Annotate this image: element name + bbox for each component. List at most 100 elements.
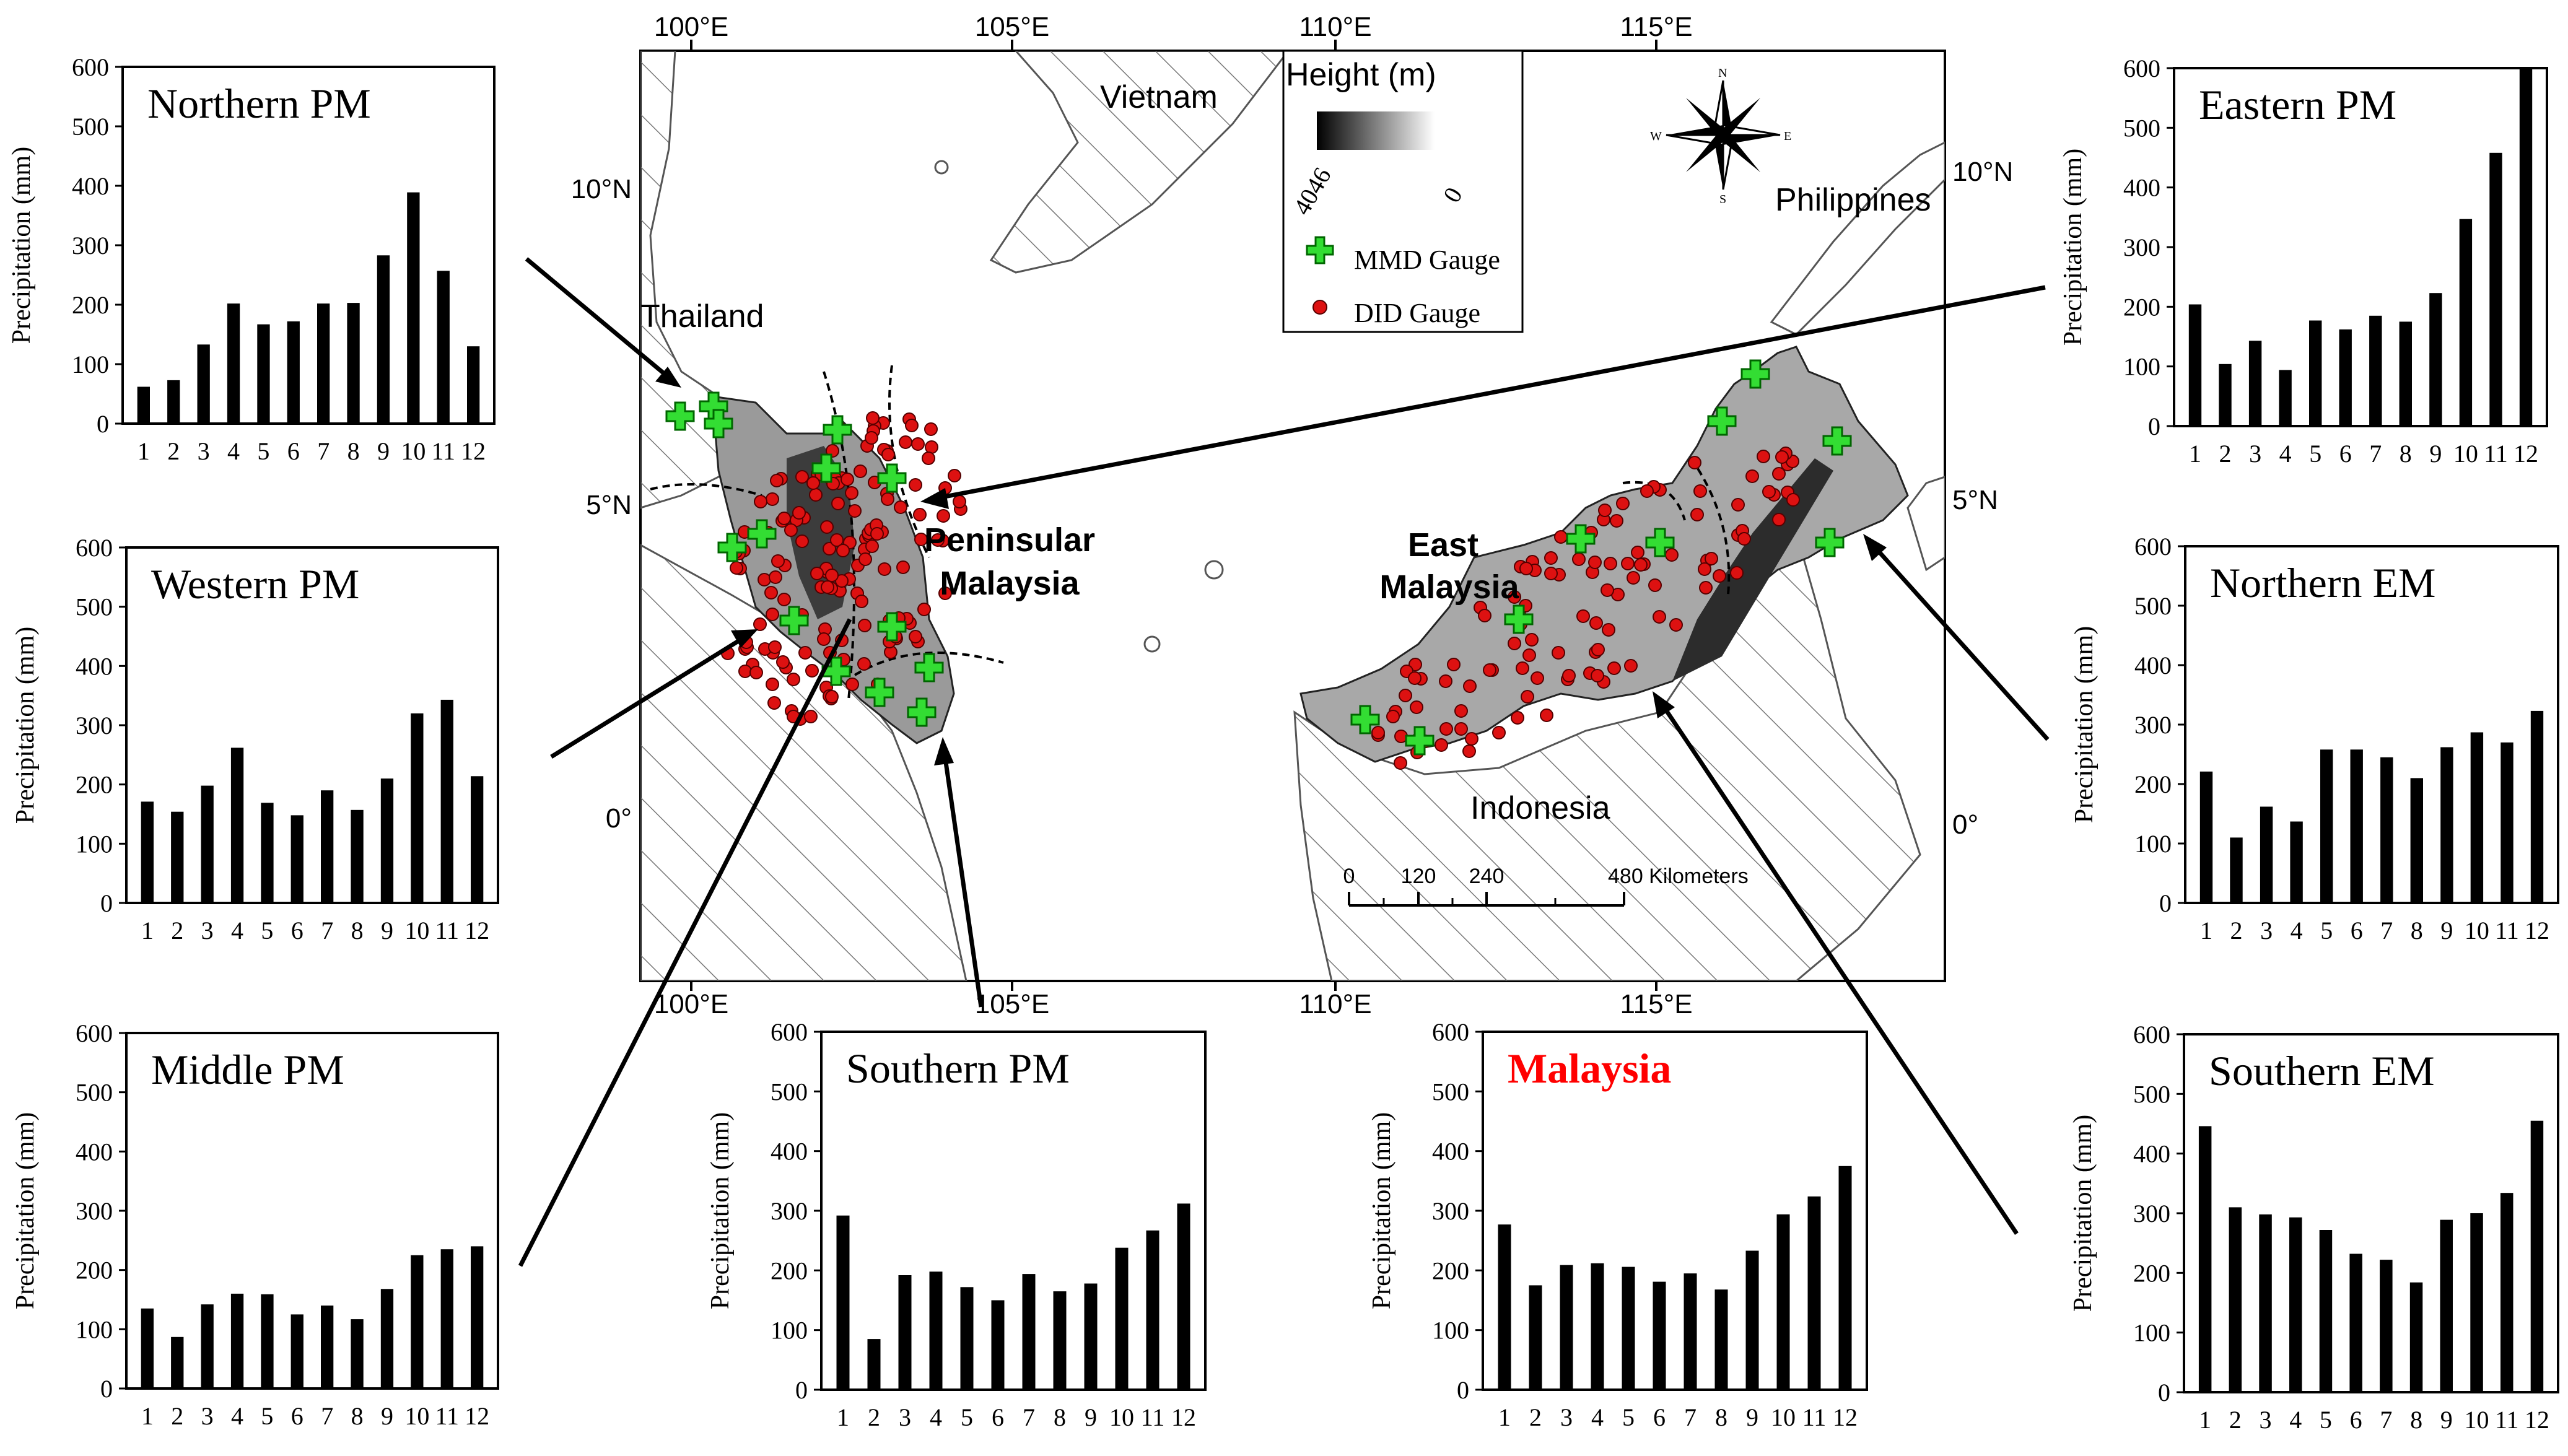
- mmd-gauge-marker: [1815, 528, 1845, 557]
- did-gauge-marker: [1525, 633, 1539, 647]
- bar: [201, 1304, 214, 1388]
- bar: [1084, 1283, 1098, 1390]
- y-tick-label: 600: [771, 1018, 808, 1046]
- bar: [171, 1336, 184, 1388]
- did-gauge-marker: [1540, 708, 1553, 722]
- y-tick-label: 200: [72, 291, 109, 319]
- did-gauge-marker: [1589, 616, 1603, 630]
- y-tick-label: 600: [72, 53, 109, 81]
- scale-bar: 0 120 240 480 Kilometers: [1343, 865, 1749, 907]
- arrow-western-pm: [550, 632, 751, 759]
- lat-label-left: 10°N: [571, 174, 632, 204]
- chart-title: Eastern PM: [2199, 81, 2396, 128]
- x-tick-label: 5: [2309, 440, 2321, 468]
- did-gauge-marker: [1601, 583, 1614, 597]
- bar: [2248, 341, 2262, 426]
- did-gauge-marker: [1439, 674, 1452, 688]
- did-gauge-marker: [823, 542, 836, 556]
- did-gauge-marker: [1588, 556, 1602, 569]
- y-tick-label: 0: [100, 889, 113, 917]
- y-tick-label: 600: [2123, 54, 2160, 82]
- bar: [2470, 1213, 2483, 1392]
- x-tick-label: 1: [837, 1403, 849, 1431]
- did-gauge-marker: [777, 512, 791, 525]
- bar: [1714, 1289, 1728, 1390]
- did-gauge-marker: [1544, 551, 1558, 565]
- did-legend-label: DID Gauge: [1354, 298, 1480, 328]
- y-tick-label: 300: [771, 1197, 808, 1225]
- mmd-gauge-marker: [914, 653, 944, 682]
- east-highland: [1672, 458, 1833, 681]
- bar: [2500, 1193, 2513, 1392]
- bar: [377, 255, 390, 424]
- x-tick-label: 9: [2429, 440, 2442, 468]
- x-tick-label: 8: [1715, 1403, 1727, 1431]
- lon-label-top: 105°E: [975, 12, 1049, 42]
- did-gauge-marker: [768, 640, 782, 654]
- y-tick-label: 500: [1432, 1078, 1469, 1105]
- bar: [1684, 1273, 1697, 1390]
- mmd-gauge-marker: [1740, 359, 1770, 389]
- lat-label-right: 5°N: [1952, 485, 1998, 515]
- y-tick-label: 300: [2123, 233, 2160, 261]
- bar: [411, 1255, 424, 1389]
- did-gauge-marker: [798, 646, 812, 660]
- lon-label-top: 100°E: [654, 12, 728, 42]
- did-gauge-marker: [771, 554, 785, 568]
- did-gauge-marker: [1435, 738, 1448, 752]
- x-tick-label: 10: [404, 917, 429, 944]
- x-tick-label: 12: [1171, 1403, 1196, 1431]
- did-gauge-marker: [1394, 756, 1407, 770]
- x-tick-label: 6: [1653, 1403, 1666, 1431]
- did-gauge-marker: [1454, 722, 1468, 736]
- bar: [351, 1319, 364, 1388]
- bar: [471, 1246, 484, 1388]
- mmd-gauge-marker: [1350, 705, 1380, 735]
- vietnam-label: Vietnam: [1100, 79, 1218, 115]
- thailand-label: Thailand: [640, 299, 764, 334]
- x-tick-label: 9: [2440, 917, 2453, 944]
- did-gauge-marker: [1371, 726, 1385, 739]
- x-tick-label: 5: [961, 1403, 973, 1431]
- bar: [2290, 821, 2303, 903]
- bar: [261, 1294, 274, 1388]
- arrow-middle-pm: [518, 618, 852, 1267]
- compass-e: E: [1784, 129, 1791, 143]
- bar: [1529, 1285, 1542, 1390]
- bar: [347, 303, 360, 424]
- bar: [137, 386, 150, 424]
- y-tick-label: 200: [76, 1257, 113, 1284]
- bar: [2440, 1219, 2453, 1392]
- did-gauge-marker: [766, 678, 779, 691]
- mmd-gauge-marker: [665, 401, 695, 431]
- did-gauge-marker: [931, 533, 945, 547]
- x-tick-label: 1: [2189, 440, 2201, 468]
- arrow-northern-em: [1870, 542, 2050, 741]
- lat-label-left: 0°: [606, 803, 632, 834]
- y-axis-label: Precipitation (mm): [11, 1112, 40, 1309]
- x-tick-label: 3: [2260, 1406, 2272, 1434]
- x-tick-label: 2: [2230, 917, 2243, 944]
- x-tick-label: 4: [227, 437, 240, 465]
- mmd-gauge-marker: [1504, 604, 1534, 634]
- x-tick-label: 3: [899, 1403, 911, 1431]
- x-tick-label: 2: [171, 1402, 183, 1430]
- bar: [2440, 747, 2453, 903]
- did-gauge-marker: [909, 630, 922, 643]
- mmd-gauge-marker: [811, 453, 841, 483]
- did-gauge-marker: [825, 569, 839, 582]
- y-tick-label: 500: [76, 593, 113, 621]
- bar: [1177, 1203, 1190, 1390]
- bar: [2350, 749, 2363, 903]
- x-tick-label: 11: [1802, 1403, 1827, 1431]
- did-gauge-marker: [878, 562, 891, 576]
- did-gauge-marker: [1627, 571, 1640, 585]
- bar: [2289, 1217, 2302, 1392]
- did-gauge-marker: [1762, 485, 1776, 499]
- y-tick-label: 600: [76, 1019, 113, 1047]
- bar: [2279, 370, 2292, 426]
- y-tick-label: 500: [771, 1078, 808, 1105]
- did-gauge-marker: [841, 473, 854, 486]
